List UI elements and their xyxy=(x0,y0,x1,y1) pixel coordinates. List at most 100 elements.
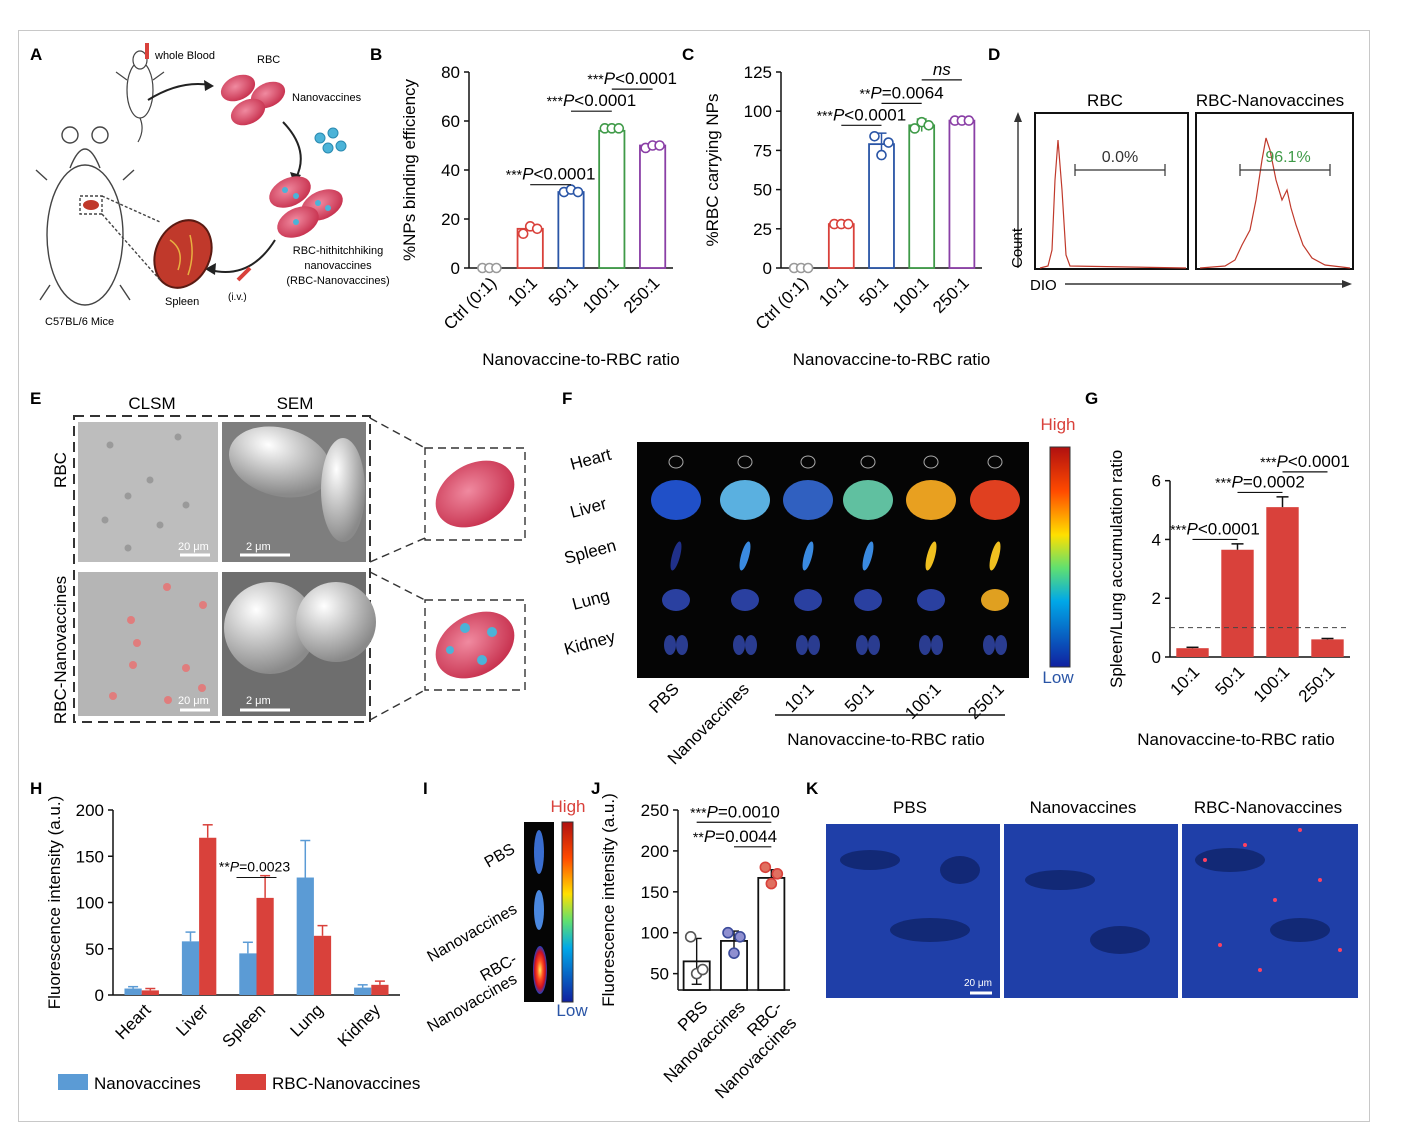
organ-heart xyxy=(668,455,684,469)
panel-letter: H xyxy=(30,779,42,798)
bar xyxy=(1311,639,1344,657)
rbc-nanovaccine-illustration-icon xyxy=(435,611,515,679)
col-label-rbc-nanovaccines: RBC-Nanovaccines xyxy=(1194,798,1342,817)
x-tick-label: 10:1 xyxy=(815,273,852,310)
panel-k: K PBS Nanovaccines RBC-Nanovaccines 20 μ… xyxy=(806,779,1358,998)
x-tick-label: 250:1 xyxy=(620,273,664,317)
x-tick-label: 50:1 xyxy=(1211,662,1248,699)
organ-kidney xyxy=(931,635,943,655)
organ-spleen xyxy=(925,541,937,571)
nanoparticles-icon xyxy=(314,127,347,154)
bar xyxy=(827,223,855,269)
organ-kidney xyxy=(856,635,868,655)
syringe-icon xyxy=(145,43,149,59)
organ-heart xyxy=(987,455,1003,469)
nanoparticle-dots-icon xyxy=(446,623,497,665)
y-tick-label: 100 xyxy=(641,924,669,943)
needle-icon xyxy=(236,266,252,282)
bar xyxy=(1221,549,1254,657)
y-tick-label: 50 xyxy=(753,181,772,200)
data-point xyxy=(517,228,529,239)
row-label-rbc: RBC xyxy=(51,452,70,488)
organ-label-kidney: Kidney xyxy=(562,627,618,659)
organ-label-spleen: Spleen xyxy=(562,536,618,568)
organ-liver xyxy=(970,480,1020,520)
y-tick-label: 0 xyxy=(95,986,104,1005)
organ-kidney xyxy=(664,635,676,655)
spleen-organ-icon xyxy=(153,219,213,289)
tissue-texture xyxy=(840,848,1330,954)
scale-label: 20 μm xyxy=(178,695,209,707)
tissue-image-pbs xyxy=(826,824,1000,998)
x-tick-label: 10:1 xyxy=(504,273,541,310)
significance-label: ***P<0.0001 xyxy=(547,91,637,110)
significance-label: ***P<0.0001 xyxy=(817,105,907,124)
y-tick-label: 0 xyxy=(451,259,460,278)
data-point xyxy=(531,223,543,235)
flow-box-rbc xyxy=(1034,112,1189,270)
data-point xyxy=(491,262,502,274)
bar xyxy=(181,941,200,995)
significance-label: ***P=0.0002 xyxy=(1215,472,1305,491)
arrow-to-rbc xyxy=(147,83,211,101)
data-point xyxy=(613,123,625,134)
scale-label: 2 μm xyxy=(246,695,271,707)
data-point xyxy=(572,186,584,198)
x-tick-label: 250:1 xyxy=(1295,662,1339,706)
label-mice: C57BL/6 Mice xyxy=(45,316,114,328)
x-tick-label: Ctrl (0:1) xyxy=(440,273,500,333)
data-point xyxy=(728,947,740,959)
significance-label: ***P<0.0001 xyxy=(506,165,596,184)
flow-label-rbc-nanovaccines: RBC-Nanovaccines xyxy=(1196,91,1344,110)
y-tick-label: 125 xyxy=(744,63,772,82)
x-tick-label: 50:1 xyxy=(545,273,582,310)
y-tick-label: 0 xyxy=(763,259,772,278)
label-whole-blood: whole Blood xyxy=(154,50,215,62)
bar xyxy=(948,119,976,269)
organ-liver xyxy=(720,480,770,520)
organ-liver xyxy=(843,480,893,520)
label-spleen: Spleen xyxy=(165,296,199,308)
clsm-rbc-nanovaccines-cells xyxy=(109,583,207,704)
col-label-sem: SEM xyxy=(277,394,314,413)
panel-letter-k: K xyxy=(806,779,819,798)
flow-ylabel: Count xyxy=(1009,227,1026,268)
group-label-250-1: 250:1 xyxy=(964,679,1008,723)
organ-kidney xyxy=(796,635,808,655)
organ-liver xyxy=(906,480,956,520)
y-axis-label: %NPs binding efficiency xyxy=(400,78,419,261)
panel-a: A whole Blood RBC Nanovaccines xyxy=(30,43,390,328)
panel-letter: B xyxy=(370,45,382,64)
legend-swatch xyxy=(236,1074,266,1090)
flow-histogram-rbc xyxy=(1039,139,1187,269)
organ-label-heart: Heart xyxy=(568,445,613,474)
rbc-illustration-icon xyxy=(435,460,515,528)
clsm-rbc-image xyxy=(78,422,218,562)
organ-spleen xyxy=(739,541,751,571)
rbc-nanovaccine-signal-dots xyxy=(1203,828,1342,972)
organ-liver xyxy=(783,480,833,520)
panel-letter: J xyxy=(591,779,600,798)
y-tick-label: 200 xyxy=(641,842,669,861)
bar xyxy=(239,953,257,995)
x-tick-label: Liver xyxy=(172,1000,212,1040)
y-axis-label: Fluorescence intensity (a.u.) xyxy=(45,796,64,1010)
data-point xyxy=(876,149,887,161)
spleen-signal-rbc-nanovaccines xyxy=(533,946,547,994)
data-point xyxy=(963,115,975,126)
bar xyxy=(757,877,786,991)
legend-label: Nanovaccines xyxy=(94,1074,201,1093)
organ-kidney xyxy=(733,635,745,655)
data-point xyxy=(842,218,854,230)
y-tick-label: 0 xyxy=(1152,648,1161,667)
x-tick-label: Lung xyxy=(287,1000,327,1040)
row-label-pbs: PBS xyxy=(482,841,518,872)
x-tick-label: Kidney xyxy=(334,1000,385,1051)
flow-value-rbc-nanovaccines: 96.1% xyxy=(1265,149,1310,166)
zoom-lines xyxy=(369,417,526,721)
panel-letter: G xyxy=(1085,389,1098,408)
tissue-image-rbc-nanovaccines xyxy=(1182,824,1358,998)
x-tick-label: 50:1 xyxy=(855,273,892,310)
arrowhead-icon xyxy=(205,263,216,275)
bar xyxy=(124,988,142,995)
